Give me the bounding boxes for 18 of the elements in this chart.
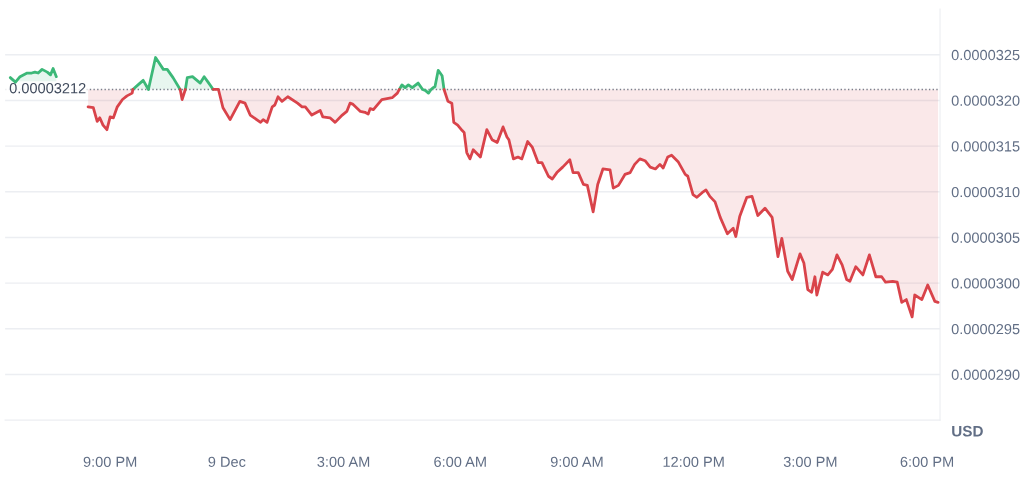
ref-line-label: 0.00003212 bbox=[9, 83, 86, 94]
y-tick-label: 0.0000315 bbox=[951, 141, 1020, 152]
x-tick-label: 9:00 AM bbox=[550, 456, 603, 467]
x-tick-label: 9:00 PM bbox=[83, 456, 137, 467]
y-tick-label: 0.0000325 bbox=[951, 49, 1020, 61]
y-tick-label: 0.0000300 bbox=[951, 278, 1020, 289]
y-axis-title: USD bbox=[952, 425, 983, 437]
y-tick-label: 0.0000290 bbox=[951, 369, 1020, 380]
x-tick-label: 6:00 PM bbox=[900, 456, 954, 467]
y-tick-label: 0.0000310 bbox=[951, 186, 1020, 198]
x-tick-label: 3:00 AM bbox=[317, 456, 370, 467]
x-tick-label: 9 Dec bbox=[208, 456, 246, 467]
y-tick-label: 0.0000305 bbox=[951, 232, 1020, 243]
y-tick-label: 0.0000295 bbox=[951, 323, 1020, 335]
y-tick-label: 0.0000320 bbox=[951, 95, 1020, 106]
x-tick-label: 6:00 AM bbox=[434, 456, 486, 467]
x-tick-label: 3:00 PM bbox=[783, 456, 837, 467]
x-tick-label: 12:00 PM bbox=[663, 456, 724, 467]
